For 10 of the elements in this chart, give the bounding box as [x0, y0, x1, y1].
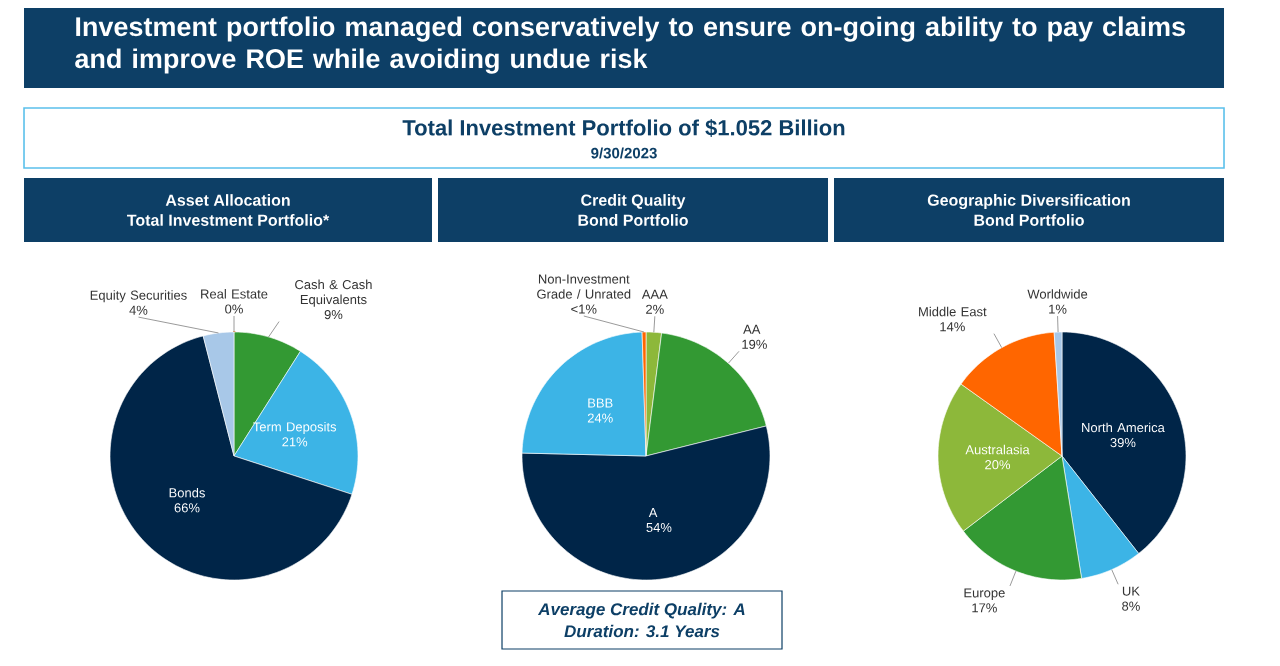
- chart-title: Asset Allocation: [165, 194, 290, 206]
- chart-title: Credit Quality: [581, 194, 686, 210]
- text: Total Investment Portfolio of $1.052 Billion: [402, 119, 845, 137]
- chart-subtitle: Total Investment Portfolio*: [127, 214, 330, 226]
- text: Duration: 3.1 Years: [564, 624, 720, 638]
- text: Average Credit Quality: A: [537, 602, 745, 619]
- chart-title: Geographic Diversification: [927, 194, 1130, 210]
- chart-subtitle: Bond Portfolio: [578, 214, 688, 226]
- chart-subtitle: Bond Portfolio: [974, 214, 1084, 226]
- text: Investment portfolio managed conservatively to ensure on-going ability to pay claims and improve ROE while avoiding undue risk: [75, 16, 1186, 74]
